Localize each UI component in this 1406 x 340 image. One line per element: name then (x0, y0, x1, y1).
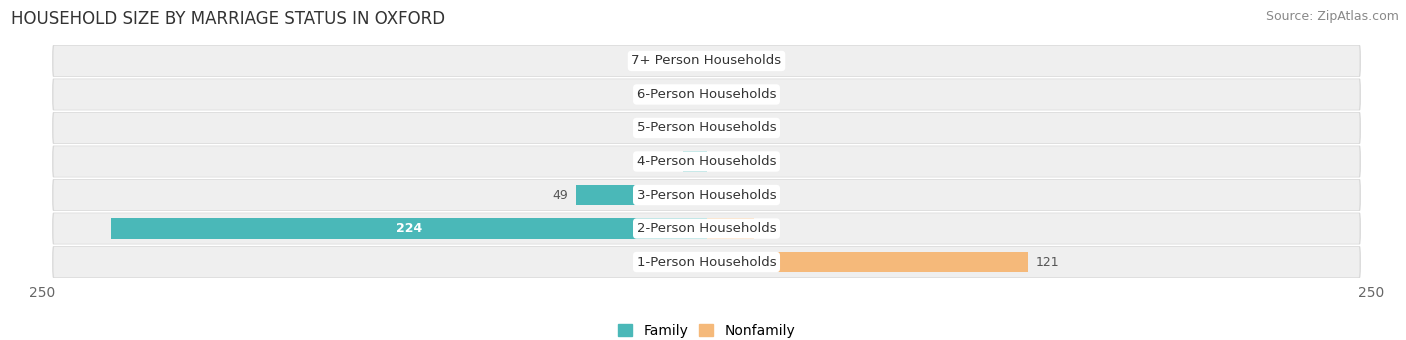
FancyBboxPatch shape (52, 179, 1361, 211)
FancyBboxPatch shape (53, 146, 1360, 177)
Text: 0: 0 (688, 88, 696, 101)
Text: 1-Person Households: 1-Person Households (637, 256, 776, 269)
Text: 121: 121 (1036, 256, 1060, 269)
Text: 4-Person Households: 4-Person Households (637, 155, 776, 168)
FancyBboxPatch shape (53, 213, 1360, 244)
Text: 49: 49 (553, 188, 568, 202)
Bar (693, 118, 706, 138)
Bar (682, 151, 706, 172)
Text: 3-Person Households: 3-Person Households (637, 188, 776, 202)
Text: Source: ZipAtlas.com: Source: ZipAtlas.com (1265, 10, 1399, 23)
Bar (111, 219, 706, 239)
Text: 0: 0 (717, 54, 725, 67)
Text: 5: 5 (678, 121, 685, 135)
Text: 7+ Person Households: 7+ Person Households (631, 54, 782, 67)
FancyBboxPatch shape (52, 212, 1361, 244)
Bar (576, 185, 706, 205)
FancyBboxPatch shape (53, 247, 1360, 277)
FancyBboxPatch shape (52, 146, 1361, 177)
Bar (706, 219, 755, 239)
Text: 18: 18 (762, 222, 778, 235)
Text: 6-Person Households: 6-Person Households (637, 88, 776, 101)
FancyBboxPatch shape (53, 46, 1360, 76)
Legend: Family, Nonfamily: Family, Nonfamily (619, 324, 794, 338)
FancyBboxPatch shape (52, 112, 1361, 144)
Text: 0: 0 (688, 54, 696, 67)
Text: 5-Person Households: 5-Person Households (637, 121, 776, 135)
Text: 0: 0 (688, 256, 696, 269)
Text: 224: 224 (395, 222, 422, 235)
Text: 0: 0 (717, 88, 725, 101)
FancyBboxPatch shape (53, 180, 1360, 210)
Text: HOUSEHOLD SIZE BY MARRIAGE STATUS IN OXFORD: HOUSEHOLD SIZE BY MARRIAGE STATUS IN OXF… (11, 10, 446, 28)
Text: 0: 0 (717, 121, 725, 135)
FancyBboxPatch shape (52, 79, 1361, 110)
Text: 0: 0 (717, 188, 725, 202)
FancyBboxPatch shape (53, 79, 1360, 110)
Text: 0: 0 (717, 155, 725, 168)
Bar (706, 252, 1028, 272)
Text: 2-Person Households: 2-Person Households (637, 222, 776, 235)
FancyBboxPatch shape (52, 45, 1361, 77)
FancyBboxPatch shape (53, 113, 1360, 143)
FancyBboxPatch shape (52, 246, 1361, 278)
Text: 9: 9 (666, 155, 675, 168)
